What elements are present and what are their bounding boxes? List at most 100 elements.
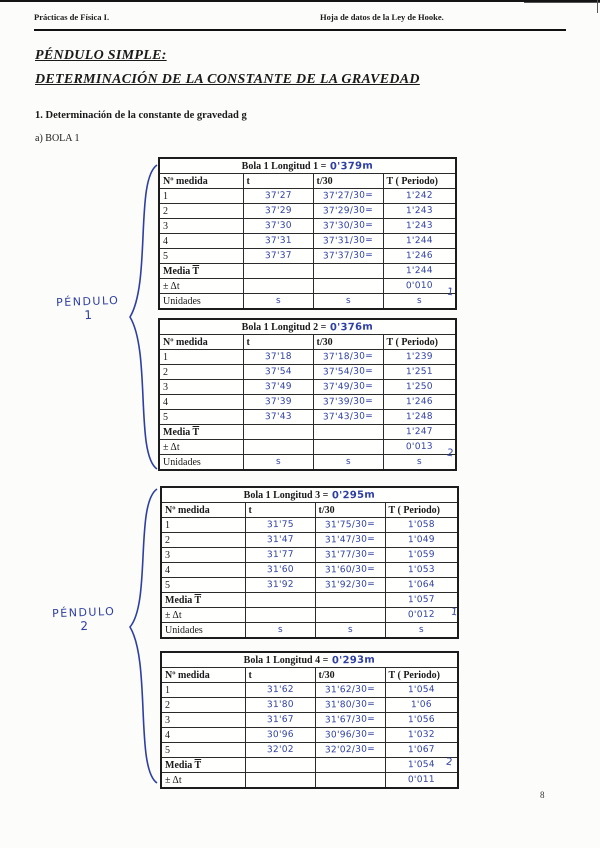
margin-note-number: 2	[80, 618, 89, 634]
handwritten-value: s	[347, 624, 353, 636]
table-cell: 32'02/30=	[314, 742, 386, 758]
row-label: 2	[158, 203, 244, 219]
column-header: T ( Periodo)	[382, 173, 457, 189]
handwritten-value: 1'242	[405, 190, 433, 202]
handwritten-value: 1'243	[405, 205, 433, 217]
unidades-value: s	[312, 454, 384, 471]
column-header: t/30	[312, 173, 384, 189]
handwritten-value: 1'251	[405, 366, 433, 378]
table-cell: 37'43/30=	[312, 409, 384, 425]
handwritten-value: s	[418, 624, 424, 636]
table-row: 2 37'29 37'29/30= 1'243	[158, 203, 457, 219]
table-cell: 1'244	[382, 233, 457, 249]
table-cell: 1'248	[382, 409, 457, 425]
row-label: 5	[160, 742, 246, 758]
table-cell: 1'246	[382, 248, 457, 264]
table-title: Bola 1 Longitud 4 = 0'293m	[160, 651, 459, 668]
table-cell: 31'60/30=	[314, 562, 386, 578]
column-header: t	[242, 173, 314, 189]
table-cell: 1'059	[384, 547, 459, 563]
media-t-symbol: T	[194, 759, 202, 771]
unidades-value: s	[382, 293, 457, 310]
handwritten-value: 1'248	[405, 411, 433, 423]
unidades-row: Unidades s s s	[158, 293, 457, 310]
table-cell: 37'29/30=	[312, 203, 384, 219]
delta-row: ± Δt 0'010	[158, 278, 457, 294]
handwritten-value: 37'49	[264, 381, 292, 393]
table-row: 4 30'96 30'96/30= 1'032	[160, 727, 459, 743]
table-cell: 37'54/30=	[312, 364, 384, 380]
handwritten-value: 1'032	[407, 729, 435, 741]
media-row: Media T 1'057	[160, 592, 459, 608]
table-cell: 37'27/30=	[312, 188, 384, 204]
data-table: Bola 1 Longitud 3 = 0'295m Nº medida t t/30 T…	[160, 486, 460, 639]
unidades-value: s	[242, 454, 314, 471]
length-value-handwritten: 0'376m	[330, 321, 374, 333]
table-longitud-2: Bola 1 Longitud 2 = 0'376m Nº medida t t/30 T…	[158, 318, 458, 471]
column-header: t/30	[314, 667, 386, 683]
media-prefix: Media	[165, 759, 195, 771]
unidades-value: s	[312, 293, 384, 310]
handwritten-value: 37'54/30=	[322, 366, 374, 378]
row-label: 2	[160, 532, 246, 548]
page-number: 8	[540, 790, 545, 800]
table-title-printed: Bola 1 Longitud 2 =	[241, 321, 327, 333]
empty-cell	[314, 772, 386, 789]
handwritten-value: 0'012	[407, 609, 435, 621]
handwritten-brace	[129, 164, 158, 470]
row-label: 3	[158, 379, 244, 395]
unidades-row: Unidades s s s	[160, 622, 459, 639]
margin-note-pendulo-2: PÉNDULO 2	[44, 605, 125, 635]
row-label: 3	[158, 218, 244, 234]
page-header: Prácticas de Física I. Hoja de datos de …	[34, 11, 566, 31]
media-value: 1'247	[382, 424, 457, 440]
column-header: t	[242, 334, 314, 350]
handwritten-value: 31'92/30=	[324, 579, 376, 591]
unidades-label: Unidades	[158, 293, 244, 310]
column-header: t	[244, 502, 316, 518]
handwritten-value: 37'54	[264, 366, 292, 378]
length-value-handwritten: 0'295m	[332, 489, 376, 501]
row-label: 1	[160, 517, 246, 533]
handwritten-value: 1'244	[405, 265, 433, 277]
row-label: 2	[158, 364, 244, 380]
handwritten-value: 30'96	[266, 729, 294, 741]
handwritten-value: s	[416, 295, 422, 307]
media-value: 1'057	[384, 592, 459, 608]
table-title-printed: Bola 1 Longitud 1 =	[241, 160, 327, 172]
row-label: 3	[160, 547, 246, 563]
handwritten-value: 1'244	[405, 235, 433, 247]
media-t-label: Media T	[158, 263, 244, 279]
empty-cell	[242, 263, 314, 279]
table-cell: 37'37/30=	[312, 248, 384, 264]
table-cell: 30'96	[244, 727, 316, 743]
handwritten-value: 37'37/30=	[322, 250, 374, 262]
unidades-row: Unidades s s s	[158, 454, 457, 471]
handwritten-value: 37'18	[264, 351, 292, 363]
table-cell: 1'049	[384, 532, 459, 548]
table-cell: 1'06	[384, 697, 459, 713]
handwritten-value: 37'31/30=	[322, 235, 374, 247]
header-right-title: Hoja de datos de la Ley de Hooke.	[320, 12, 444, 22]
table-title-printed: Bola 1 Longitud 3 =	[243, 489, 329, 501]
row-label: 5	[158, 248, 244, 264]
table-row: 3 31'77 31'77/30= 1'059	[160, 547, 459, 563]
unidades-label: Unidades	[158, 454, 244, 471]
handwritten-value: 37'39	[264, 396, 292, 408]
table-row: 1 37'27 37'27/30= 1'242	[158, 188, 457, 204]
column-header: Nº medida	[158, 173, 244, 189]
media-value: 1'244	[382, 263, 457, 279]
data-table: Bola 1 Longitud 4 = 0'293m Nº medida t t/30 T…	[160, 651, 460, 789]
handwritten-value: 31'47	[266, 534, 294, 546]
handwritten-value: 1'243	[405, 220, 433, 232]
unidades-value: s	[244, 622, 316, 639]
handwritten-value: s	[277, 624, 283, 636]
handwritten-value: 31'80/30=	[324, 699, 376, 711]
handwritten-value: 37'31	[264, 235, 292, 247]
media-t-symbol: T	[194, 594, 202, 606]
unidades-value: s	[382, 454, 457, 471]
delta-label: ± Δt	[160, 607, 246, 623]
handwritten-value: 37'29/30=	[322, 205, 374, 217]
unidades-value: s	[384, 622, 459, 639]
table-cell: 1'058	[384, 517, 459, 533]
